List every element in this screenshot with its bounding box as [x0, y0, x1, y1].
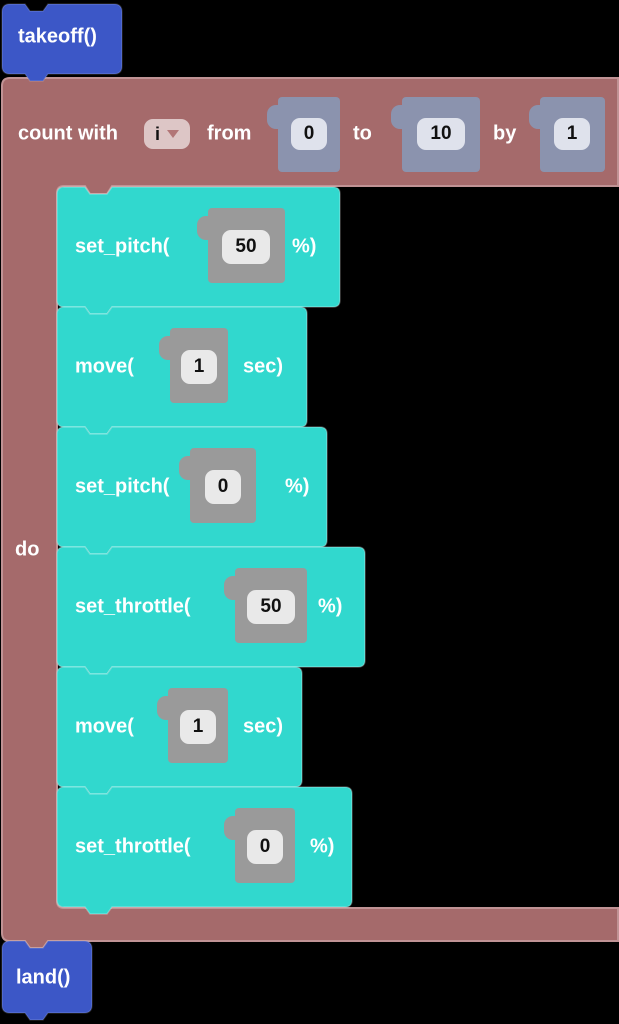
loop-to-label: to: [353, 122, 372, 145]
loop-from-label: from: [207, 122, 252, 145]
dropdown-arrow-icon: [167, 130, 179, 138]
land-block-shape[interactable]: [1, 940, 93, 1021]
number-field[interactable]: 50: [222, 230, 270, 264]
statement-label: set_pitch(: [75, 475, 170, 498]
statement-suffix: %): [310, 835, 335, 858]
statement-suffix: %): [318, 595, 343, 618]
loop-variable-dropdown[interactable]: i: [144, 119, 190, 149]
loop-by-field[interactable]: 1: [554, 118, 590, 150]
number-field[interactable]: 50: [247, 590, 295, 624]
statement-suffix: %): [292, 235, 317, 258]
number-field[interactable]: 1: [181, 350, 217, 384]
number-field[interactable]: 1: [180, 710, 216, 744]
statement-label: set_pitch(: [75, 235, 170, 258]
statement-suffix: sec): [243, 715, 284, 738]
loop-do-label: do: [15, 538, 40, 561]
statement-label: move(: [75, 715, 134, 738]
loop-count-with-label: count with: [18, 122, 118, 145]
statement-label: set_throttle(: [75, 595, 191, 618]
land-label: land(): [16, 966, 71, 989]
number-field[interactable]: 0: [205, 470, 241, 504]
loop-to-field[interactable]: 10: [417, 118, 465, 150]
number-field[interactable]: 0: [247, 830, 283, 864]
takeoff-block-shape[interactable]: [1, 3, 123, 82]
statement-label: set_throttle(: [75, 835, 191, 858]
statement-suffix: %): [285, 475, 310, 498]
loop-by-label: by: [493, 122, 517, 145]
takeoff-label: takeoff(): [18, 25, 97, 48]
loop-variable-value: i: [154, 123, 160, 144]
statement-label: move(: [75, 355, 134, 378]
loop-from-field[interactable]: 0: [291, 118, 327, 150]
statement-suffix: sec): [243, 355, 284, 378]
